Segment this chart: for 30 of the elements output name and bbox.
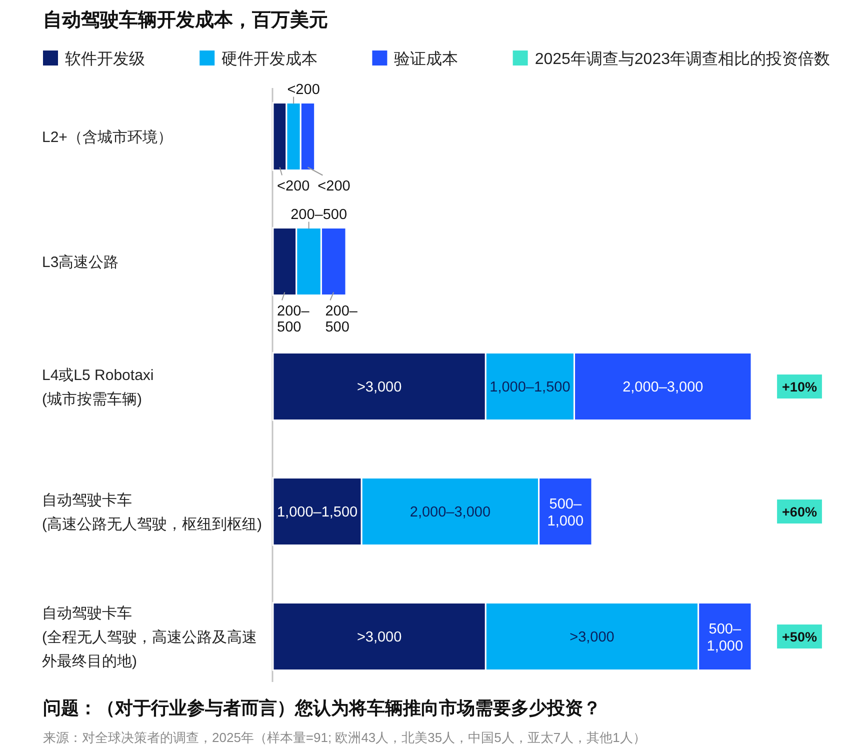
data-label: <200: [318, 178, 350, 194]
data-label: >3,000: [356, 380, 402, 396]
data-label: >3,000: [570, 630, 614, 646]
data-label: <200: [287, 82, 320, 98]
y-tick-label: L3高速公路: [42, 254, 119, 271]
y-tick-label: 自动驾驶卡车 (全程无人驾驶，高速公路及高速外最终目的地): [42, 604, 257, 670]
data-label: 1,000–1,500: [490, 380, 570, 396]
y-tick-label: L2+（含城市环境）: [42, 128, 172, 146]
source-note: 来源：对全球决策者的调查，2025年（样本量=91; 欧洲43人，北美35人，中国5人，亚太7人，其他1人）: [43, 730, 646, 745]
y-tick-label: L4或L5 Robotaxi (城市按需车辆): [42, 366, 154, 408]
legend-label: 2025年调查与2023年调查相比的投资倍数: [534, 50, 830, 68]
legend-label: 硬件开发成本: [222, 50, 318, 68]
legend-label: 验证成本: [394, 50, 458, 68]
data-label: 500–1,000: [706, 622, 744, 655]
data-label: 200–500: [325, 303, 358, 336]
y-tick-label: 自动驾驶卡车 (高速公路无人驾驶，枢纽到枢纽): [42, 492, 262, 533]
data-label: 200–500: [290, 206, 348, 223]
data-label: 2,000–3,000: [622, 380, 704, 396]
data-label: 500–1,000: [547, 496, 584, 530]
chart-title: 自动驾驶车辆开发成本，百万美元: [43, 9, 328, 31]
text: 问题：（对于行业参与者而言）您认为将车辆推向市场需要多少投资？: [43, 698, 601, 718]
text: +10%: [782, 380, 817, 394]
text: +60%: [782, 504, 817, 520]
data-label: <200: [277, 178, 310, 194]
legend-label: 软件开发级: [65, 50, 145, 68]
data-label: >3,000: [356, 630, 402, 646]
text: +50%: [782, 630, 817, 644]
data-label: 1,000–1,500: [276, 504, 358, 521]
data-label: 2,000–3,000: [410, 504, 491, 521]
data-label: 200–500: [277, 303, 310, 336]
